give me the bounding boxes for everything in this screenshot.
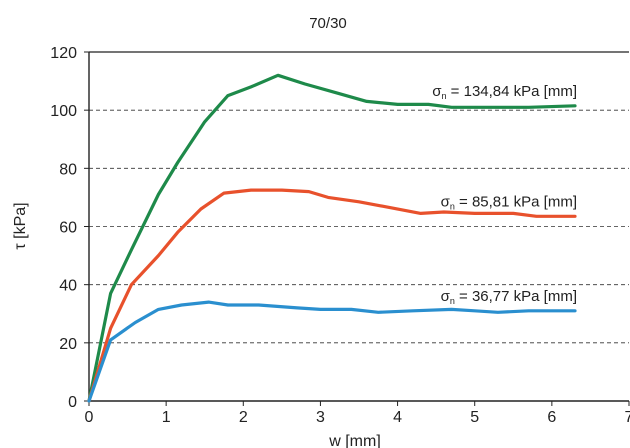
data-point xyxy=(227,304,229,306)
y-tick-label: 0 xyxy=(68,394,77,411)
series-line-2 xyxy=(87,300,577,403)
series-label-text: = 36,77 kPa [mm] xyxy=(455,288,577,305)
data-point xyxy=(451,308,453,310)
y-tick-label: 60 xyxy=(59,220,77,237)
gridlines xyxy=(89,109,629,344)
y-tick-labels: 0 20 40 60 80 100 120 xyxy=(50,45,77,411)
x-tick-label: 3 xyxy=(316,409,325,426)
data-point xyxy=(308,191,310,193)
data-point xyxy=(574,310,576,312)
series-label-sigma: σ xyxy=(432,83,442,100)
data-point xyxy=(227,95,229,97)
data-point xyxy=(443,211,445,213)
series-lines xyxy=(87,73,577,403)
x-tick-label: 7 xyxy=(625,409,630,426)
data-point xyxy=(157,308,159,310)
data-point xyxy=(366,100,368,102)
series-label-subscript: n xyxy=(442,91,447,101)
x-axis-label: w [mm] xyxy=(328,433,381,448)
data-point xyxy=(157,194,159,196)
y-tick-label: 20 xyxy=(59,336,77,353)
data-point xyxy=(420,212,422,214)
data-point xyxy=(427,103,429,105)
axes xyxy=(84,51,630,406)
data-point xyxy=(412,310,414,312)
x-tick-label: 6 xyxy=(547,409,556,426)
data-point xyxy=(181,304,183,306)
data-point xyxy=(304,83,306,85)
data-point xyxy=(223,192,225,194)
data-point xyxy=(250,189,252,191)
data-point xyxy=(296,307,298,309)
data-point xyxy=(200,208,202,210)
data-point xyxy=(177,162,179,164)
data-point xyxy=(335,92,337,94)
x-tick-label: 1 xyxy=(162,409,171,426)
series-line-0 xyxy=(87,73,577,403)
data-point xyxy=(474,212,476,214)
y-tick-label: 100 xyxy=(50,103,77,120)
data-point xyxy=(258,304,260,306)
data-point xyxy=(208,301,210,303)
data-point xyxy=(497,311,499,313)
data-point xyxy=(358,201,360,203)
y-tick-label: 120 xyxy=(50,45,77,62)
series-label: σn = 36,77 kPa [mm] xyxy=(441,288,577,306)
data-point xyxy=(277,74,279,76)
series-label-text: = 134,84 kPa [mm] xyxy=(447,83,577,100)
data-point xyxy=(110,327,112,329)
data-point xyxy=(88,400,90,402)
y-axis-label: τ [kPa] xyxy=(12,202,29,249)
data-point xyxy=(574,105,576,107)
data-point xyxy=(512,212,514,214)
data-point xyxy=(110,292,112,294)
y-tick-label: 80 xyxy=(59,161,77,178)
x-tick-label: 2 xyxy=(239,409,248,426)
series-labels: σn = 134,84 kPa [mm]σn = 85,81 kPa [mm]σ… xyxy=(432,83,577,306)
data-point xyxy=(528,106,530,108)
series-label: σn = 85,81 kPa [mm] xyxy=(441,193,577,211)
data-point xyxy=(134,321,136,323)
data-point xyxy=(327,196,329,198)
data-point xyxy=(489,106,491,108)
data-point xyxy=(130,249,132,251)
data-point xyxy=(350,308,352,310)
x-tick-labels: 0 1 2 3 4 5 6 7 xyxy=(85,409,630,426)
series-label-subscript: n xyxy=(450,201,455,211)
data-point xyxy=(177,231,179,233)
series-label-sigma: σ xyxy=(441,288,451,305)
data-point xyxy=(204,121,206,123)
data-point xyxy=(397,103,399,105)
data-point xyxy=(281,189,283,191)
data-point xyxy=(451,106,453,108)
data-point xyxy=(130,284,132,286)
data-point xyxy=(157,255,159,257)
x-tick-label: 0 xyxy=(85,409,94,426)
y-tick-label: 40 xyxy=(59,278,77,295)
data-point xyxy=(250,86,252,88)
data-point xyxy=(535,215,537,217)
data-point xyxy=(389,207,391,209)
series-label: σn = 134,84 kPa [mm] xyxy=(432,83,577,101)
x-tick-label: 4 xyxy=(393,409,402,426)
data-point xyxy=(574,215,576,217)
data-point xyxy=(528,310,530,312)
series-label-sigma: σ xyxy=(441,193,451,210)
chart-title: 70/30 xyxy=(309,15,347,32)
series-label-text: = 85,81 kPa [mm] xyxy=(455,193,577,210)
series-label-subscript: n xyxy=(450,296,455,306)
data-point xyxy=(110,339,112,341)
data-point xyxy=(319,308,321,310)
data-point xyxy=(377,311,379,313)
data-point xyxy=(474,310,476,312)
x-tick-label: 5 xyxy=(470,409,479,426)
